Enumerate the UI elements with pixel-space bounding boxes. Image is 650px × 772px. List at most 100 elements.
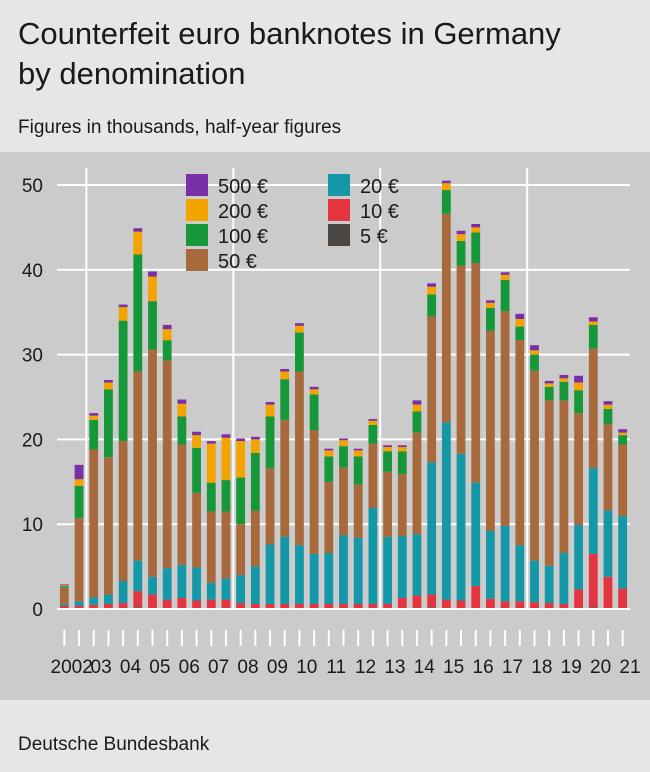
bar-segment-500 xyxy=(309,386,319,390)
x-year-label: 03 xyxy=(91,657,112,678)
bar-segment-10 xyxy=(441,599,451,609)
bar-segment-500 xyxy=(177,399,187,404)
bar-segment-10 xyxy=(250,603,260,609)
legend-label-200: 200 € xyxy=(218,201,268,223)
bar-segment-100 xyxy=(500,279,510,312)
bar-segment-200 xyxy=(559,378,569,382)
bar-segment-100 xyxy=(148,301,157,350)
bar-segment-20 xyxy=(559,553,569,604)
bar-segment-100 xyxy=(280,379,290,420)
x-year-label: 08 xyxy=(237,657,258,678)
x-year-label: 16 xyxy=(473,657,494,678)
bar-segment-100 xyxy=(162,340,172,361)
bar-segment-200 xyxy=(471,227,481,233)
bar-segment-100 xyxy=(456,240,466,266)
bar-segment-10 xyxy=(104,603,113,609)
bar-segment-50 xyxy=(89,449,99,598)
bar-segment-200 xyxy=(486,302,495,308)
bar-segment-500 xyxy=(427,283,437,287)
bar-segment-100 xyxy=(574,390,583,414)
bar-segment-10 xyxy=(177,597,187,609)
bar-segment-10 xyxy=(427,594,437,608)
bar-segment-10 xyxy=(530,602,539,609)
bar-segment-200 xyxy=(500,274,510,280)
bar-segment-20 xyxy=(104,594,113,604)
bar-segment-500 xyxy=(59,584,69,586)
bar-segment-50 xyxy=(265,468,275,545)
x-year-label: 18 xyxy=(531,657,552,678)
bar-segment-50 xyxy=(353,484,363,538)
bar-segment-200 xyxy=(368,420,378,425)
bar-segment-10 xyxy=(148,594,157,609)
bar-segment-500 xyxy=(324,448,334,451)
bar-segment-200 xyxy=(324,450,334,457)
bar-segment-100 xyxy=(118,320,128,442)
bar-segment-500 xyxy=(339,438,348,441)
bar-segment-20 xyxy=(441,422,451,600)
bar-segment-200 xyxy=(456,234,466,241)
bar-segment-200 xyxy=(427,286,437,295)
bar-segment-100 xyxy=(250,452,260,511)
bar-segment-100 xyxy=(515,326,525,341)
bar-segment-10 xyxy=(118,603,128,609)
bar-segment-100 xyxy=(236,477,246,525)
y-tick-label: 50 xyxy=(22,176,43,197)
bar-segment-50 xyxy=(368,443,378,509)
legend-label-500: 500 € xyxy=(218,176,268,198)
bar-segment-200 xyxy=(250,439,260,453)
bar-segment-10 xyxy=(588,553,598,608)
bar-segment-50 xyxy=(515,340,525,546)
bar-segment-200 xyxy=(89,415,99,420)
legend-swatch-100 xyxy=(186,224,208,246)
bar-segment-20 xyxy=(295,545,304,604)
x-year-label: 11 xyxy=(326,657,346,678)
bar-segment-500 xyxy=(280,368,290,372)
bar-segment-500 xyxy=(588,317,598,322)
bar-segment-20 xyxy=(383,536,392,604)
chart-subtitle: Figures in thousands, half-year figures xyxy=(18,117,342,138)
bar-segment-20 xyxy=(177,564,187,598)
bar-segment-20 xyxy=(618,515,628,589)
legend-swatch-50 xyxy=(186,249,208,271)
bar-segment-100 xyxy=(353,456,363,485)
bar-segment-10 xyxy=(368,603,378,609)
legend-label-20: 20 € xyxy=(360,176,399,198)
bar-segment-500 xyxy=(530,345,539,351)
bar-segment-50 xyxy=(133,371,143,561)
bar-segment-200 xyxy=(236,441,246,478)
bar-segment-50 xyxy=(162,360,172,569)
chart-title-line2: by denomination xyxy=(18,56,246,91)
x-year-label: 19 xyxy=(561,657,582,678)
bar-segment-20 xyxy=(368,508,378,604)
bar-segment-10 xyxy=(500,601,510,609)
bar-segment-50 xyxy=(309,430,319,554)
bar-segment-50 xyxy=(177,444,187,565)
plot-area: 0 10 20 30 40 50 2002 03 04 05 06 07 08 09 10 11 12 13 14 1… xyxy=(0,152,650,700)
bar-segment-50 xyxy=(221,511,231,579)
bar-segment-20 xyxy=(280,536,290,604)
bar-segment-500 xyxy=(603,401,613,405)
bar-segment-50 xyxy=(456,265,466,454)
y-tick-label: 0 xyxy=(32,600,43,621)
bar-segment-500 xyxy=(412,400,422,405)
bar-segment-100 xyxy=(383,451,392,472)
bar-segment-20 xyxy=(309,553,319,604)
bar-segment-500 xyxy=(104,380,113,383)
legend-label-100: 100 € xyxy=(218,226,268,248)
bar-segment-100 xyxy=(544,386,554,401)
bar-segment-200 xyxy=(353,450,363,457)
bar-segment-200 xyxy=(192,435,201,448)
bar-segment-200 xyxy=(206,443,216,483)
bar-segment-200 xyxy=(544,383,554,387)
bar-segment-200 xyxy=(295,325,304,333)
bar-segment-100 xyxy=(104,389,113,458)
bar-segment-100 xyxy=(309,394,319,431)
bar-segment-20 xyxy=(192,567,201,601)
bar-segment-100 xyxy=(397,451,407,475)
x-year-label: 05 xyxy=(149,657,170,678)
bar-segment-200 xyxy=(74,479,84,487)
legend-swatch-500 xyxy=(186,174,208,196)
bar-segment-50 xyxy=(486,330,495,531)
bar-segment-10 xyxy=(295,603,304,609)
